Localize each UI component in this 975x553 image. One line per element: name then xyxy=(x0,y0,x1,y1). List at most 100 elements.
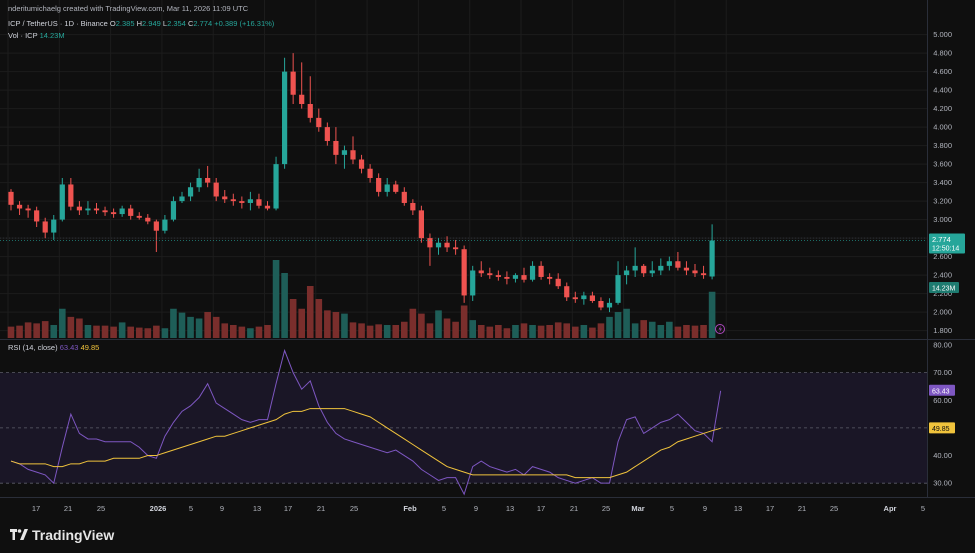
candle-body[interactable] xyxy=(299,94,305,104)
candle-body[interactable] xyxy=(230,199,236,202)
candle-body[interactable] xyxy=(529,265,536,280)
candle-body[interactable] xyxy=(333,140,339,155)
candle-body[interactable] xyxy=(239,201,245,203)
candle-body[interactable] xyxy=(709,240,715,277)
candle-body[interactable] xyxy=(683,267,690,271)
candle-body[interactable] xyxy=(589,295,595,302)
volume-bar xyxy=(41,321,49,338)
rsi-value-tag xyxy=(929,384,955,396)
candle-body[interactable] xyxy=(649,270,655,274)
candle-body[interactable] xyxy=(179,196,185,202)
candle-body[interactable] xyxy=(68,184,74,207)
candle-body[interactable] xyxy=(136,215,142,218)
candle-body[interactable] xyxy=(76,206,82,211)
candle-body[interactable] xyxy=(401,191,407,203)
candle-body[interactable] xyxy=(538,265,544,277)
candle-body[interactable] xyxy=(247,199,253,203)
time-tick-label: Mar xyxy=(631,504,644,513)
candle-body[interactable] xyxy=(418,210,424,239)
candle-body[interactable] xyxy=(119,208,125,215)
candle-body[interactable] xyxy=(34,210,40,222)
candle-body[interactable] xyxy=(25,208,31,211)
candle-body[interactable] xyxy=(444,242,450,248)
candle-body[interactable] xyxy=(495,275,501,277)
candle-body[interactable] xyxy=(367,168,373,178)
last-price-tag[interactable] xyxy=(929,233,965,254)
candle-body[interactable] xyxy=(282,71,288,165)
candle-body[interactable] xyxy=(187,187,194,197)
symbol-name[interactable]: ICP / TetherUS · 1D · Binance xyxy=(8,19,108,28)
candle-body[interactable] xyxy=(316,117,322,128)
candle-body[interactable] xyxy=(162,219,168,231)
candle-body[interactable] xyxy=(145,217,151,222)
volume-bar xyxy=(135,327,143,338)
volume-bar xyxy=(24,322,32,338)
time-tick-label: 9 xyxy=(220,504,224,513)
candle-body[interactable] xyxy=(85,208,91,211)
volume-bar xyxy=(452,321,459,338)
candle-body[interactable] xyxy=(624,270,630,276)
volume-bar xyxy=(563,323,571,338)
candle-body[interactable] xyxy=(435,242,442,248)
candle-body[interactable] xyxy=(170,201,177,220)
candle-body[interactable] xyxy=(93,208,100,211)
candle-body[interactable] xyxy=(213,182,219,197)
candle-body[interactable] xyxy=(675,261,681,268)
tradingview-logo-icon xyxy=(10,529,28,541)
candle-body[interactable] xyxy=(478,270,484,274)
candle-body[interactable] xyxy=(700,273,707,276)
candle-body[interactable] xyxy=(222,196,228,200)
candle-body[interactable] xyxy=(572,297,578,300)
candle-body[interactable] xyxy=(666,261,672,266)
candle-body[interactable] xyxy=(641,265,647,274)
candle-body[interactable] xyxy=(512,275,519,279)
candle-body[interactable] xyxy=(632,265,638,271)
volume-bar xyxy=(289,299,297,338)
candle-body[interactable] xyxy=(51,219,57,233)
candle-body[interactable] xyxy=(350,150,356,160)
candle-body[interactable] xyxy=(102,210,108,213)
candle-body[interactable] xyxy=(290,71,296,95)
candle-body[interactable] xyxy=(461,249,467,296)
candle-body[interactable] xyxy=(598,301,604,308)
time-tick-label: Apr xyxy=(884,504,897,513)
candle-body[interactable] xyxy=(153,221,159,231)
candle-body[interactable] xyxy=(205,177,211,183)
candle-body[interactable] xyxy=(658,265,664,271)
dividend-event-icon[interactable] xyxy=(715,324,725,334)
candle-body[interactable] xyxy=(16,204,23,209)
tradingview-logo[interactable]: TradingView xyxy=(10,527,114,543)
candle-body[interactable] xyxy=(470,270,476,296)
candle-body[interactable] xyxy=(42,221,48,233)
candle-body[interactable] xyxy=(59,184,65,220)
candle-body[interactable] xyxy=(564,286,570,298)
candle-body[interactable] xyxy=(547,276,553,279)
candle-body[interactable] xyxy=(273,164,279,209)
candle-body[interactable] xyxy=(111,212,117,215)
candle-body[interactable] xyxy=(384,184,390,192)
candle-body[interactable] xyxy=(376,177,382,192)
candle-body[interactable] xyxy=(341,150,348,155)
candle-body[interactable] xyxy=(307,103,313,118)
candle-body[interactable] xyxy=(324,127,330,141)
candle-body[interactable] xyxy=(606,302,613,308)
candle-body[interactable] xyxy=(427,238,433,248)
candle-body[interactable] xyxy=(358,159,365,169)
candle-body[interactable] xyxy=(256,199,262,206)
candle-body[interactable] xyxy=(555,278,561,287)
candle-body[interactable] xyxy=(692,270,698,274)
candle-body[interactable] xyxy=(581,295,587,300)
candle-body[interactable] xyxy=(521,275,527,280)
candle-body[interactable] xyxy=(453,247,459,250)
candle-body[interactable] xyxy=(393,184,399,192)
candle-body[interactable] xyxy=(504,276,510,279)
candle-body[interactable] xyxy=(8,191,14,205)
candle-body[interactable] xyxy=(487,273,493,276)
candle-body[interactable] xyxy=(128,208,134,216)
candle-body[interactable] xyxy=(196,177,202,188)
volume-bar xyxy=(144,328,152,338)
candle-body[interactable] xyxy=(615,275,621,303)
candle-body[interactable] xyxy=(264,205,271,209)
candle-body[interactable] xyxy=(410,202,416,211)
